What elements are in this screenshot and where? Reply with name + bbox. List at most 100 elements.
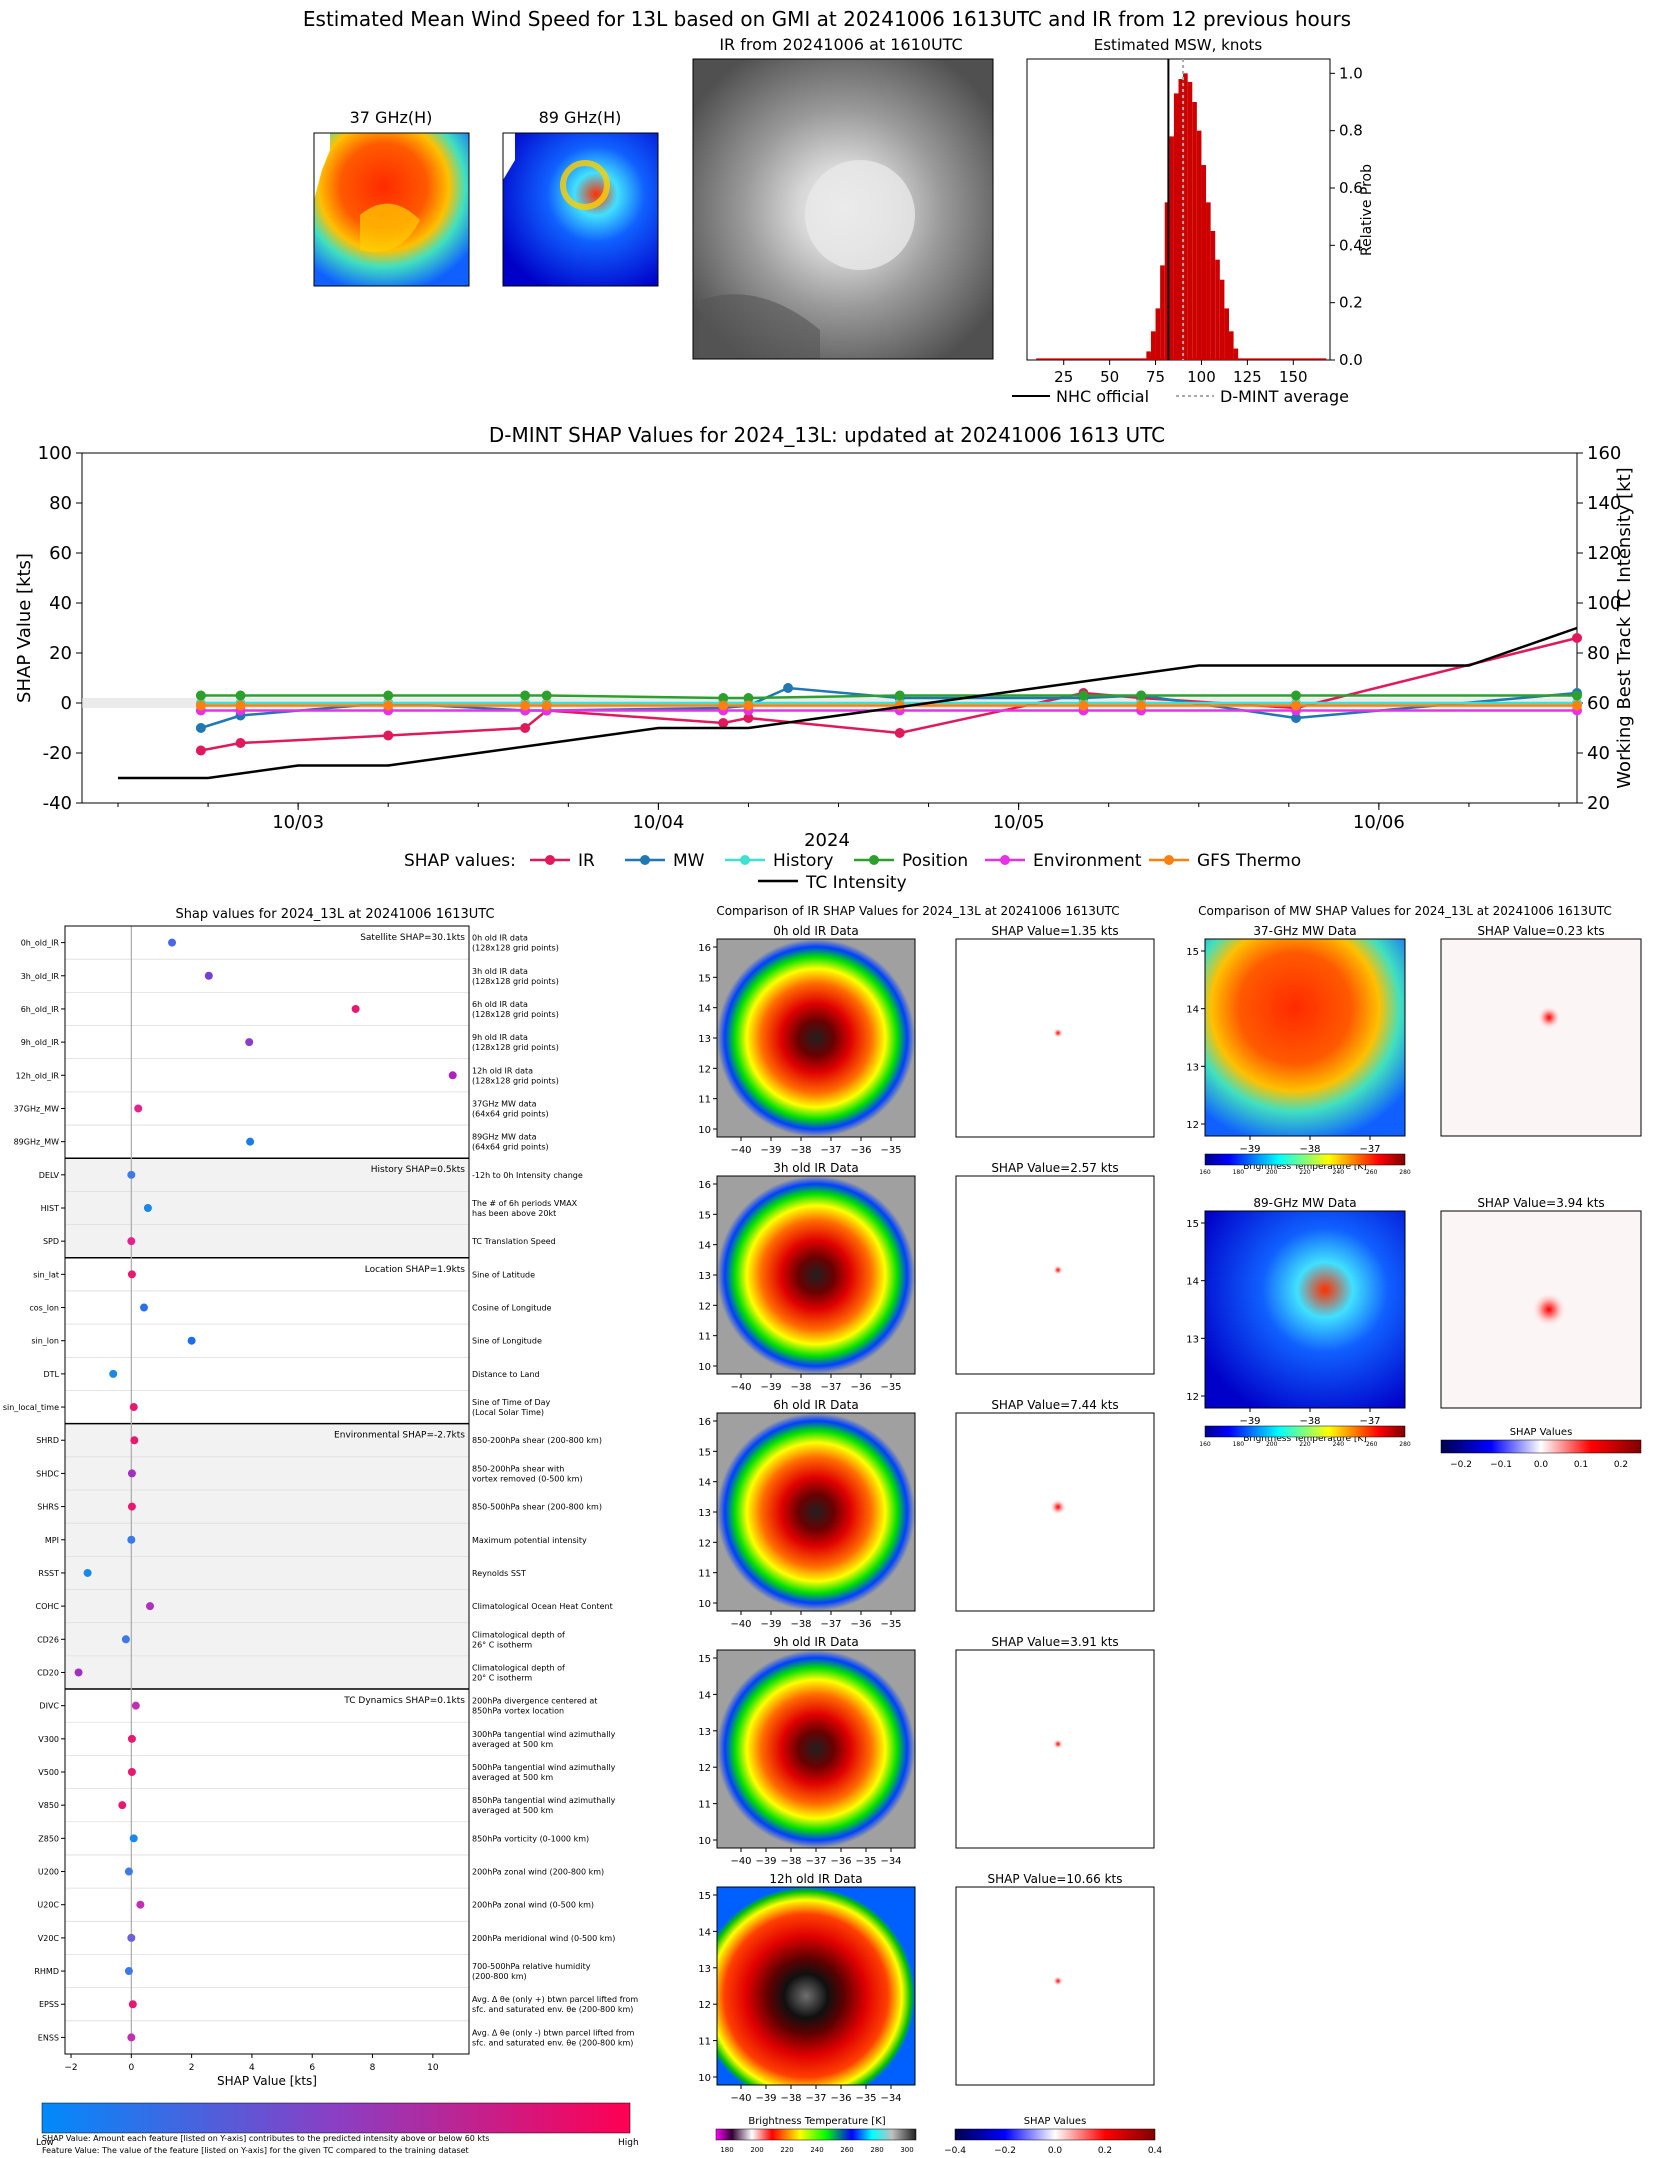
- ir-colorbar-tick: 280: [870, 2146, 883, 2154]
- feature-description: 20° C isotherm: [472, 1673, 532, 1682]
- mw-x-tick-label: −37: [1359, 1144, 1380, 1155]
- feature-shap-point: [127, 1768, 136, 1776]
- ir-data-title: 6h old IR Data: [773, 1398, 859, 1412]
- ir-shap-title: SHAP Value=2.57 kts: [991, 1161, 1118, 1175]
- ir-colorbar-tick: 240: [810, 2146, 823, 2154]
- legend-marker-mw: [640, 855, 650, 865]
- feature-description: Sine of Latitude: [472, 1270, 535, 1279]
- timeseries-y2-ticks: 20 40 60 80 100 120 140 160: [1577, 443, 1621, 814]
- ts-y2-tick-label: 20: [1587, 793, 1610, 814]
- ir-x-tick-label: −35: [855, 1856, 876, 1867]
- ts-y-tick-label: 40: [49, 593, 72, 614]
- ir-y-tick-label: 14: [698, 1478, 711, 1489]
- ir-y-tick-label: 13: [698, 1964, 711, 1975]
- legend-label-history: History: [773, 851, 833, 871]
- feature-shap-point: [127, 1933, 136, 1942]
- msw-histogram: Estimated MSW, knots Relative Prob 25 50 7…: [1012, 36, 1375, 406]
- histogram-x-tick-label: 125: [1233, 368, 1262, 386]
- histogram-bar: [1155, 308, 1161, 360]
- ir-y-tick-label: 15: [698, 1210, 711, 1221]
- mw-shap-colorbar-tick: −0.2: [1450, 1460, 1472, 1470]
- feature-name: 9h_old_IR: [21, 1038, 60, 1047]
- timeseries-y-ticks: -40 -20 0 20 40 60 80 100: [38, 443, 82, 814]
- legend-dmint-label: D-MINT average: [1220, 387, 1349, 406]
- feature-description: Avg. Δ θe (only -) btwn parcel lifted fr…: [472, 2028, 635, 2037]
- ir-x-tick-label: −34: [880, 2093, 901, 2104]
- histogram-bar: [1146, 351, 1151, 360]
- ir-data-title: 3h old IR Data: [773, 1161, 859, 1175]
- mw-comparison-rows: 37-GHz MW Data SHAP Value=0.23 kts 12 13 14 1…: [1186, 924, 1642, 1470]
- ir-x-tick-label: −35: [855, 2093, 876, 2104]
- histogram-x-tick-label: 25: [1054, 368, 1073, 386]
- feature-shap-point: [124, 1867, 133, 1876]
- ir-y-tick-label: 12: [698, 1538, 711, 1549]
- ir-shap-frame: [955, 1886, 1155, 2086]
- series-point-position: [541, 690, 552, 701]
- mw-colorbar-tick: 160: [1199, 1441, 1211, 1448]
- feature-group-label: History SHAP=0.5kts: [371, 1165, 466, 1175]
- legend-marker-ir: [545, 855, 555, 865]
- ir-y-tick-label: 13: [698, 1271, 711, 1282]
- mw-y-tick-label: 15: [1186, 1219, 1199, 1230]
- mw-colorbar-tick: 280: [1399, 1169, 1411, 1176]
- ts-y-tick-label: 0: [61, 693, 72, 714]
- ir-x-tick-label: −35: [880, 1382, 901, 1393]
- histogram-y-tick-label: 0.6: [1339, 179, 1363, 197]
- feature-description: (64x64 grid points): [472, 1143, 549, 1152]
- histogram-bar: [1164, 202, 1170, 360]
- ir-colorbar-tick: 300: [900, 2146, 913, 2154]
- ir-shap-hotspot: [1053, 1976, 1063, 1986]
- mw-x-tick-label: −38: [1299, 1416, 1320, 1427]
- series-point-ir: [235, 738, 246, 748]
- histogram-bar: [1183, 73, 1188, 360]
- ts-y2-tick-label: 140: [1587, 493, 1621, 514]
- mw-y-tick-label: 15: [1186, 947, 1199, 958]
- feature-x-ticks: −2 0 2 4 6 8 10: [64, 2054, 439, 2073]
- feature-name: V500: [38, 1768, 59, 1777]
- gh89-image: [503, 133, 658, 286]
- feature-shap-point: [127, 1170, 136, 1179]
- series-point-ir: [1572, 633, 1582, 643]
- feature-shap-point: [448, 1071, 457, 1080]
- series-point-position: [195, 690, 206, 701]
- mw-colorbar-tick: 220: [1299, 1441, 1311, 1448]
- series-point-gfs-thermo: [1291, 700, 1302, 711]
- mw-shap-colorbar-label: SHAP Values: [1510, 1427, 1573, 1438]
- feature-name: 6h_old_IR: [21, 1005, 60, 1014]
- feature-description: 6h old IR data: [472, 1000, 528, 1009]
- feature-description: 500hPa tangential wind azimuthally: [472, 1763, 616, 1772]
- feature-description: Sine of Time of Day: [472, 1398, 551, 1407]
- histogram-bars: [1036, 73, 1327, 361]
- ir-shap-frame: [955, 938, 1155, 1138]
- histogram-bar: [1233, 348, 1239, 360]
- feature-description: 850hPa vorticity (0-1000 km): [472, 1834, 589, 1843]
- histogram-bar: [1215, 259, 1220, 360]
- ir-x-tick-label: −37: [820, 1619, 841, 1630]
- feature-description: vortex removed (0-500 km): [472, 1474, 583, 1483]
- feature-x-tick-label: 10: [427, 2063, 439, 2073]
- ts-y2-tick-label: 80: [1587, 643, 1610, 664]
- timeseries-legend: SHAP values: IR MW History Position Environm…: [404, 851, 1301, 893]
- feature-name: sin_lat: [33, 1270, 59, 1279]
- series-point-mw: [783, 683, 794, 693]
- footnote-shap: SHAP Value: Amount each feature [listed …: [42, 2134, 489, 2143]
- feature-name: 89GHz_MW: [14, 1138, 59, 1147]
- ir-y-tick-label: 10: [698, 1125, 711, 1136]
- ir-y-tick-label: 11: [698, 1095, 711, 1106]
- ir-x-tick-label: −36: [830, 1856, 851, 1867]
- histogram-x-ticks: 25 50 75 100 125 150: [1054, 360, 1308, 386]
- feature-description: TC Translation Speed: [471, 1237, 556, 1246]
- feature-description: (Local Solar Time): [472, 1408, 544, 1417]
- feature-description: (128x128 grid points): [472, 977, 559, 986]
- ts-x-tick-label: 10/03: [272, 812, 324, 833]
- series-point-gfs-thermo: [520, 700, 531, 711]
- ir-y-tick-label: 10: [698, 1599, 711, 1610]
- mw-y-tick-label: 13: [1186, 1062, 1199, 1073]
- series-point-gfs-thermo: [235, 700, 246, 711]
- legend-label-position: Position: [902, 851, 968, 871]
- feature-description: Cosine of Longitude: [472, 1304, 552, 1313]
- ir-shap-colorbar-tick: −0.4: [944, 2146, 966, 2156]
- ir-y-tick-label: 11: [698, 1569, 711, 1580]
- mw-comparison-title: Comparison of MW SHAP Values for 2024_13…: [1198, 904, 1612, 918]
- ir-data-image: [717, 1650, 915, 1848]
